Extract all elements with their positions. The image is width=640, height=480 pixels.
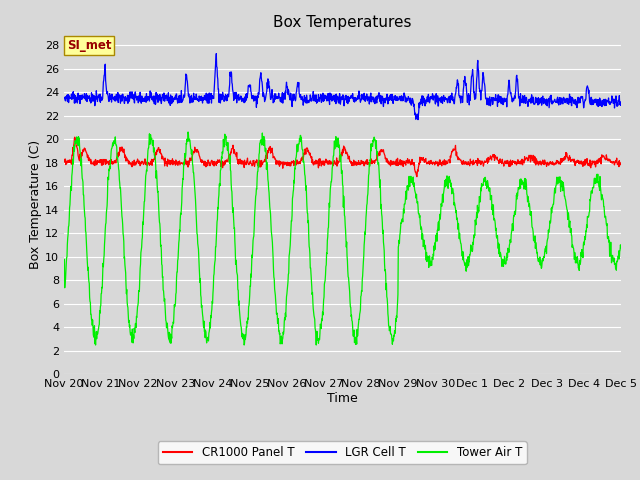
Legend: CR1000 Panel T, LGR Cell T, Tower Air T: CR1000 Panel T, LGR Cell T, Tower Air T — [158, 442, 527, 464]
X-axis label: Time: Time — [327, 392, 358, 405]
Title: Box Temperatures: Box Temperatures — [273, 15, 412, 30]
Y-axis label: Box Temperature (C): Box Temperature (C) — [29, 139, 42, 269]
Text: SI_met: SI_met — [67, 39, 111, 52]
